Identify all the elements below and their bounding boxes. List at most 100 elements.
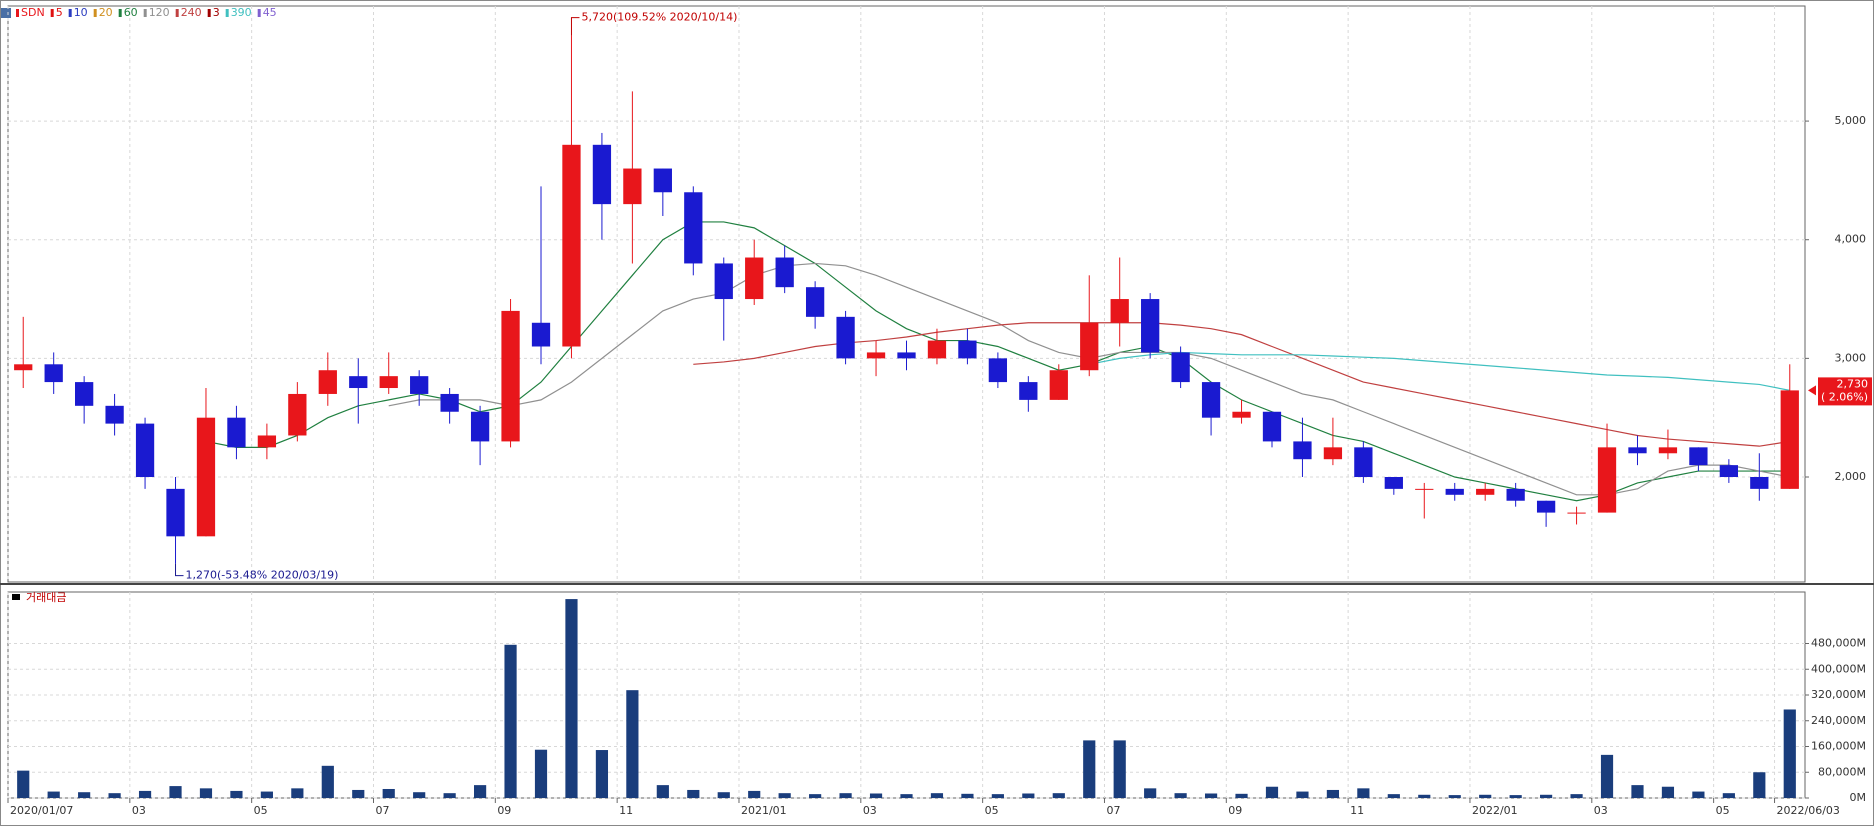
- candle-body: [440, 393, 459, 412]
- volume-bar: [1722, 793, 1735, 798]
- volume-bar: [169, 786, 182, 798]
- x-tick-label: 07: [1106, 804, 1120, 817]
- annotation: 5,720(109.52% 2020/10/14): [581, 11, 737, 24]
- candle-body: [1354, 447, 1373, 478]
- volume-bar: [687, 789, 700, 798]
- volume-bar: [1479, 794, 1492, 798]
- volume-bar: [809, 794, 822, 798]
- x-tick-label: 09: [497, 804, 511, 817]
- candle-body: [1384, 477, 1403, 489]
- ma-line: [1089, 351, 1790, 391]
- price-change: ( 2.06%): [1821, 390, 1868, 403]
- volume-bar: [626, 690, 639, 798]
- volume-bar: [291, 788, 304, 798]
- volume-bar: [1692, 791, 1705, 798]
- ma-line: [205, 221, 1790, 502]
- y-tick-label: 0M: [1850, 791, 1867, 804]
- y-tick-label: 80,000M: [1818, 765, 1866, 778]
- volume-bar: [656, 785, 669, 798]
- candle-body: [623, 168, 642, 205]
- volume-bar: [260, 791, 273, 798]
- x-tick-label: 03: [863, 804, 877, 817]
- y-tick-label: 4,000: [1835, 233, 1867, 246]
- candle-body: [1597, 447, 1617, 513]
- candle-body: [653, 168, 672, 193]
- volume-bar: [1235, 793, 1248, 798]
- volume-title: 거래대금: [26, 591, 66, 604]
- volume-bar: [595, 750, 609, 798]
- volume-bar: [930, 793, 944, 798]
- x-tick-label: 05: [1716, 804, 1730, 817]
- candle-body: [1323, 447, 1343, 460]
- candle-body: [470, 411, 490, 442]
- volume-bar: [534, 749, 548, 798]
- candle-body: [1658, 447, 1678, 454]
- x-tick-label: 09: [1228, 804, 1242, 817]
- legend-swatch: [175, 9, 179, 17]
- candle-body: [592, 144, 612, 205]
- annotation-pointer: [175, 563, 184, 577]
- y-tick-label: 5,000: [1835, 114, 1867, 127]
- volume-bar: [382, 788, 395, 798]
- volume-bar: [138, 790, 152, 798]
- candle-body: [257, 435, 277, 448]
- y-tick-label: 240,000M: [1811, 714, 1866, 727]
- y-tick-label: 3,000: [1835, 351, 1867, 364]
- legend-swatch: [225, 9, 229, 17]
- menu-icon: [1, 8, 11, 18]
- candle-body: [714, 263, 733, 300]
- candle-body: [562, 144, 581, 347]
- volume-bar: [1418, 794, 1431, 798]
- volume-bar: [1144, 788, 1157, 798]
- candle-body: [1689, 447, 1708, 466]
- candle-body: [135, 423, 155, 478]
- candle-body: [14, 364, 33, 371]
- legend-label: 3: [213, 6, 220, 19]
- legend-label: 20: [99, 6, 113, 19]
- volume-bar: [565, 599, 578, 798]
- volume-bar: [1052, 793, 1065, 798]
- price-pointer: [1808, 385, 1816, 396]
- x-tick-label: 2021/01: [741, 804, 787, 817]
- candle-body: [1232, 411, 1251, 418]
- legend-label: 120: [149, 6, 170, 19]
- candle-body: [1110, 299, 1129, 323]
- y-tick-label: 2,000: [1835, 470, 1867, 483]
- volume-bar: [1204, 793, 1218, 798]
- y-tick-label: 160,000M: [1811, 740, 1866, 753]
- candle-body: [105, 405, 124, 424]
- volume-bar: [1753, 772, 1766, 798]
- volume-bar: [748, 790, 761, 798]
- legend-label: 5: [56, 6, 63, 19]
- candle-body: [1506, 488, 1525, 501]
- legend-label: 10: [74, 6, 88, 19]
- legend-label: 390: [231, 6, 252, 19]
- candle-body: [501, 310, 520, 442]
- volume-bar: [1509, 795, 1522, 798]
- volume-bar: [991, 794, 1004, 798]
- legend-swatch: [257, 9, 261, 17]
- candle-body: [805, 287, 825, 317]
- x-tick-label: 11: [1350, 804, 1364, 817]
- candle-body: [166, 488, 185, 537]
- candle-body: [836, 316, 855, 359]
- annotation-pointer: [570, 17, 580, 36]
- volume-bar: [1326, 789, 1339, 798]
- price-box: [1818, 377, 1872, 406]
- last-price: 2,730: [1837, 377, 1869, 390]
- candle-body: [1780, 390, 1799, 489]
- volume-bar: [1631, 785, 1644, 798]
- candle-body: [196, 417, 216, 537]
- candle-body: [1293, 441, 1312, 460]
- candle-body: [684, 192, 703, 264]
- x-tick-label: 2022/06/03: [1777, 804, 1840, 817]
- legend-swatch: [50, 9, 54, 17]
- volume-bar: [352, 789, 365, 798]
- candle-body: [958, 340, 977, 359]
- volume-bar: [504, 644, 517, 798]
- candle-body: [349, 376, 368, 389]
- volume-bar: [1448, 795, 1461, 798]
- candle-body: [1628, 447, 1647, 454]
- x-tick-label: 05: [985, 804, 999, 817]
